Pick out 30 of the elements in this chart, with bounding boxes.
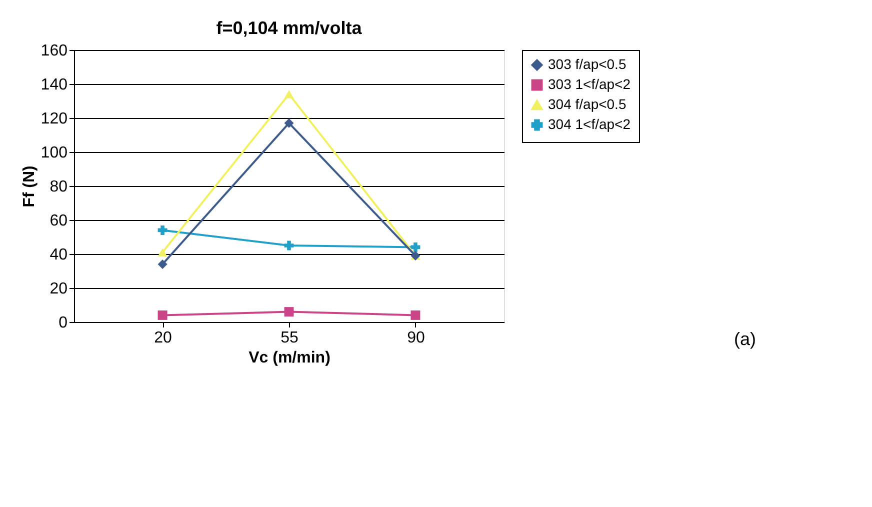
y-tick-label: 60	[50, 212, 68, 230]
y-tick-label: 40	[50, 246, 68, 264]
point	[284, 307, 294, 317]
y-tick-label: 120	[40, 110, 68, 128]
point	[284, 118, 294, 128]
legend-label: 303 f/ap<0.5	[548, 56, 626, 72]
x-tick-label: 55	[280, 330, 298, 346]
x-tick-label: 90	[407, 330, 425, 346]
y-tick-label: 20	[50, 280, 68, 298]
y-tick-label: 0	[58, 314, 68, 332]
y-axis-title: Ff (N)	[20, 166, 38, 208]
point	[410, 310, 420, 320]
point	[410, 242, 420, 252]
y-tick-label: 160	[40, 42, 68, 60]
chart-title: f=0,104 mm/volta	[216, 18, 363, 38]
point	[158, 225, 168, 235]
x-tick-label: 20	[154, 330, 172, 346]
point	[158, 310, 168, 320]
point	[284, 240, 294, 250]
text: (a)	[734, 329, 756, 349]
legend-label: 304 1<f/ap<2	[548, 116, 631, 132]
point	[158, 248, 168, 256]
y-tick-label: 80	[50, 178, 68, 196]
legend-label: 304 f/ap<0.5	[548, 96, 626, 112]
y-tick-label: 140	[40, 76, 68, 94]
legend-label: 303 1<f/ap<2	[548, 76, 631, 92]
x-axis-title: Vc (m/min)	[248, 350, 330, 366]
point	[284, 90, 294, 98]
point	[158, 259, 168, 269]
y-tick-label: 100	[40, 144, 68, 162]
